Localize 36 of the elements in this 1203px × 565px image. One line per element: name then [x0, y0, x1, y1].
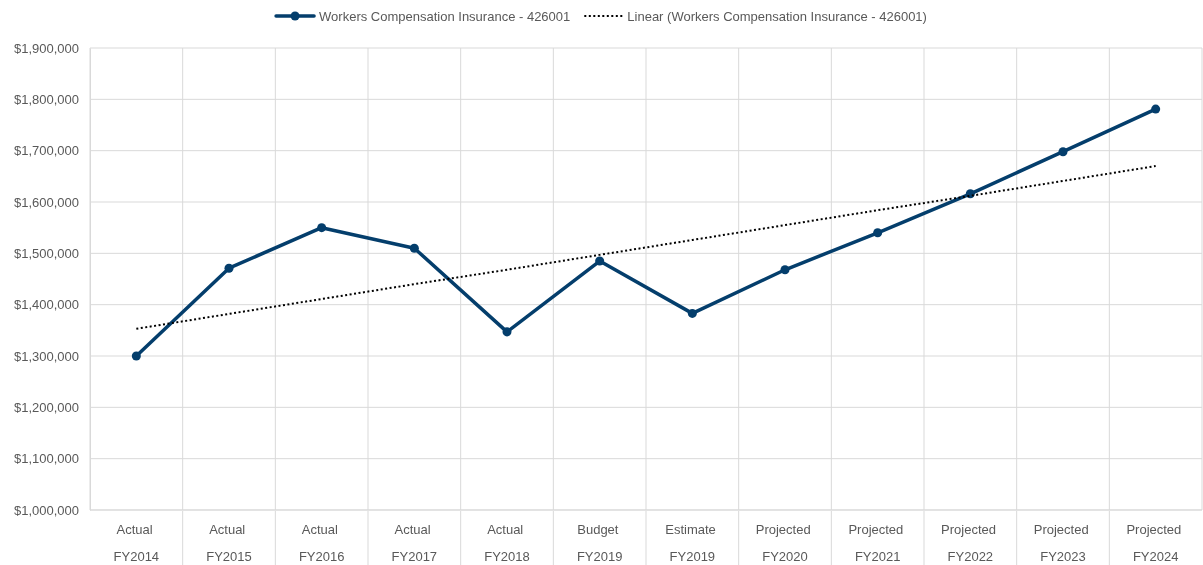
x-tick-label: Actual FY2014 [113, 522, 160, 564]
point [317, 223, 327, 233]
x-tick-label: Projected FY2020 [755, 522, 815, 564]
y-tick-label: $1,300,000 [13, 348, 79, 364]
y-tick-label: $1,800,000 [13, 91, 79, 107]
point [1058, 147, 1068, 157]
y-tick-label: $1,000,000 [13, 502, 79, 518]
y-tick-label: $1,900,000 [13, 40, 79, 56]
x-tick-label: Actual FY2018 [484, 522, 530, 564]
y-tick-label: $1,100,000 [13, 451, 79, 467]
x-tick-label: Projected FY2021 [848, 522, 907, 564]
legend-label: Linear (Workers Compensation Insurance - 426001) [627, 8, 927, 24]
x-tick-label: Estimate FY2019 [665, 522, 720, 564]
y-tick-label: $1,600,000 [13, 194, 79, 210]
point [873, 228, 883, 238]
x-tick-label: Budget FY2019 [576, 522, 623, 564]
point [780, 265, 790, 275]
point [409, 243, 419, 253]
point [131, 351, 141, 361]
x-tick-label: Actual FY2015 [206, 522, 252, 564]
y-tick-label: $1,500,000 [13, 245, 79, 261]
x-tick-label: Projected FY2024 [1126, 522, 1185, 564]
x-tick-label: Projected FY2022 [941, 522, 1000, 564]
x-tick-label: Projected FY2023 [1033, 522, 1093, 564]
point [1151, 104, 1161, 114]
point [224, 263, 234, 273]
point [502, 327, 512, 337]
point [595, 256, 605, 266]
y-tick-label: $1,700,000 [13, 143, 79, 159]
x-tick-label: Actual FY2016 [298, 522, 345, 564]
legend-label: Workers Compensation Insurance - 426001 [319, 8, 571, 24]
y-tick-label: $1,400,000 [13, 297, 79, 313]
x-tick-label: Actual FY2017 [391, 522, 438, 564]
y-tick-label: $1,200,000 [13, 399, 79, 415]
line-series [135, 165, 1157, 330]
point [687, 308, 697, 318]
